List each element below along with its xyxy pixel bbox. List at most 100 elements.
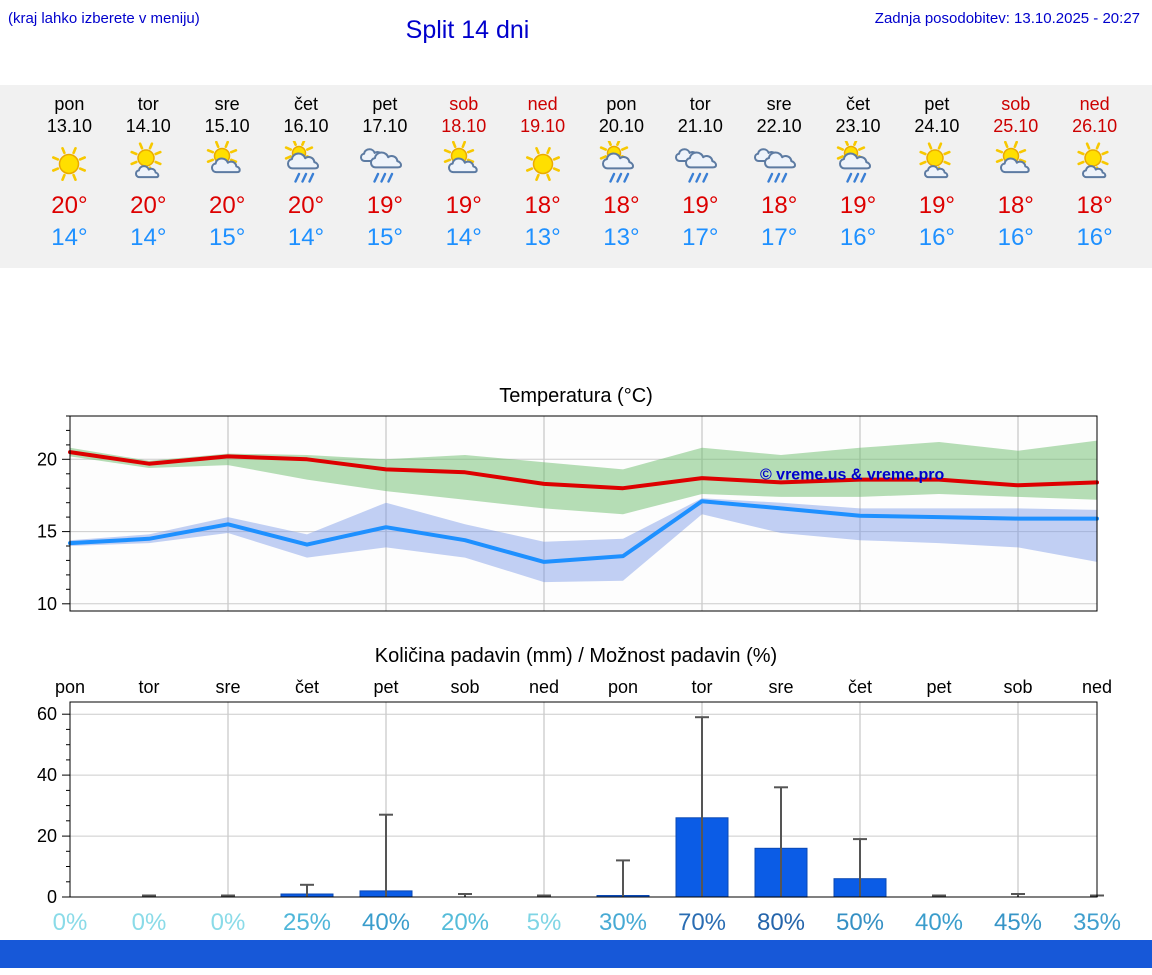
temp-max: 20° — [287, 192, 325, 219]
temp-max: 19° — [366, 192, 404, 219]
precip-day-label: pon — [608, 677, 638, 697]
day-name: ned — [527, 94, 558, 114]
day-date: 15.10 — [204, 116, 250, 136]
temp-max: 20° — [51, 192, 88, 219]
forecast-day-7: ned 19.10 18° 13° — [503, 93, 582, 268]
temp-min: 16° — [918, 224, 956, 251]
day-name: sre — [214, 94, 240, 114]
weather-icon-clouds-rain — [661, 141, 740, 189]
temperature-chart: 10 15 20 © vreme.us & vreme.pro — [0, 408, 1152, 622]
precip-percent: 20% — [441, 909, 489, 936]
last-update-text: Zadnja posodobitev: 13.10.2025 - 20:27 — [874, 10, 1140, 27]
precip-day-label: sre — [768, 677, 793, 697]
day-name: pon — [606, 94, 637, 114]
day-date: 17.10 — [362, 116, 408, 136]
weather-icon-sun-cloud-small — [109, 141, 188, 189]
page-title: Split 14 dni — [405, 16, 530, 44]
temp-min: 16° — [997, 224, 1034, 251]
precipitation-chart: pon tor sre čet pet sob ned pon tor sre čet pet sob n… — [0, 672, 1152, 936]
precip-percent: 25% — [283, 909, 331, 936]
weather-icon-sun-cloud — [188, 140, 267, 189]
day-name: pet — [372, 94, 398, 114]
temp-min: 14° — [445, 224, 482, 251]
day-date: 19.10 — [520, 116, 566, 136]
day-date: 14.10 — [125, 116, 171, 136]
svg-text:20: 20 — [37, 826, 57, 846]
precip-percent: 35% — [1073, 909, 1121, 936]
day-date: 16.10 — [283, 116, 329, 136]
weather-icon-sun-cloud-small — [897, 141, 976, 189]
temperature-chart-title: Temperatura (°C) — [499, 385, 653, 407]
precip-day-label: sob — [1003, 677, 1032, 697]
temp-max: 18° — [1076, 192, 1113, 219]
precip-day-label: tor — [138, 677, 159, 697]
temp-min: 13° — [603, 224, 640, 251]
temp-min: 14° — [130, 224, 167, 251]
weather-icon-sun-cloud-rain — [267, 138, 346, 189]
temp-max: 18° — [997, 192, 1034, 219]
precipitation-chart-title: Količina padavin (mm) / Možnost padavin … — [374, 645, 778, 667]
day-name: ned — [1079, 94, 1110, 114]
forecast-day-2: tor 14.10 20° 14° — [109, 93, 188, 268]
temp-min: 16° — [1076, 224, 1113, 251]
precip-day-label: pet — [926, 677, 951, 697]
precip-percent: 5% — [527, 909, 562, 936]
day-date: 25.10 — [993, 116, 1039, 136]
precip-day-label: čet — [848, 677, 872, 697]
forecast-day-3: sre 15.10 20° 15° — [188, 93, 267, 268]
temp-min: 17° — [682, 224, 719, 251]
precip-percent: 40% — [915, 909, 963, 936]
precip-percent: 0% — [211, 909, 246, 936]
forecast-strip: pon 13.10 20° 14° tor 14.10 20° 14° sre 15.10 20° 1… — [0, 85, 1152, 268]
weather-icon-clouds-rain — [345, 141, 424, 189]
day-name: čet — [294, 94, 319, 114]
watermark-link[interactable]: © vreme.us & vreme.pro — [760, 467, 945, 484]
precip-percent: 30% — [599, 909, 647, 936]
forecast-day-10: sre 22.10 18° 17° — [740, 93, 819, 268]
temp-min: 16° — [839, 224, 877, 251]
precip-percent: 0% — [132, 909, 167, 936]
precip-day-label: tor — [691, 677, 712, 697]
day-date: 13.10 — [46, 116, 92, 136]
temp-max: 19° — [918, 192, 956, 219]
forecast-day-14: ned 26.10 18° 16° — [1055, 93, 1134, 268]
day-name: sob — [1001, 94, 1031, 114]
forecast-day-11: čet 23.10 19° 16° — [819, 93, 898, 268]
svg-text:20: 20 — [37, 449, 57, 469]
weather-icon-sun-cloud-rain — [582, 138, 661, 189]
temp-max: 19° — [445, 192, 482, 219]
forecast-day-8: pon 20.10 18° 13° — [582, 93, 661, 268]
day-name: pet — [924, 94, 950, 114]
temp-min: 14° — [287, 224, 325, 251]
day-name: tor — [137, 94, 159, 114]
temp-max: 18° — [603, 192, 640, 219]
temp-max: 19° — [682, 192, 719, 219]
precip-day-label: sre — [215, 677, 240, 697]
day-date: 22.10 — [756, 116, 802, 136]
weather-icon-sun-cloud-small — [1055, 141, 1134, 189]
day-name: pon — [54, 94, 85, 114]
weather-icon-clouds-rain — [740, 141, 819, 189]
day-date: 24.10 — [914, 116, 960, 136]
forecast-day-1: pon 13.10 20° 14° — [30, 93, 109, 268]
precip-day-label: pet — [373, 677, 398, 697]
forecast-day-12: pet 24.10 19° 16° — [897, 93, 976, 268]
precip-day-label: sob — [450, 677, 479, 697]
svg-text:10: 10 — [37, 594, 57, 614]
day-name: sob — [449, 94, 479, 114]
temp-min: 17° — [761, 224, 798, 251]
precip-day-label: ned — [1082, 677, 1112, 697]
precip-percent: 50% — [836, 909, 884, 936]
temp-min: 15° — [209, 224, 246, 251]
precip-percent: 40% — [362, 909, 410, 936]
temp-max: 19° — [839, 192, 877, 219]
temp-min: 13° — [524, 224, 561, 251]
temperature-chart-svg: 10 15 20 © vreme.us & vreme.pro — [37, 415, 1099, 614]
weather-icon-sun — [30, 141, 109, 189]
forecast-day-5: pet 17.10 19° 15° — [345, 93, 424, 268]
day-name: čet — [846, 94, 871, 114]
precip-day-label: čet — [295, 677, 319, 697]
forecast-day-13: sob 25.10 18° 16° — [976, 93, 1055, 268]
precip-percent: 45% — [994, 909, 1042, 936]
